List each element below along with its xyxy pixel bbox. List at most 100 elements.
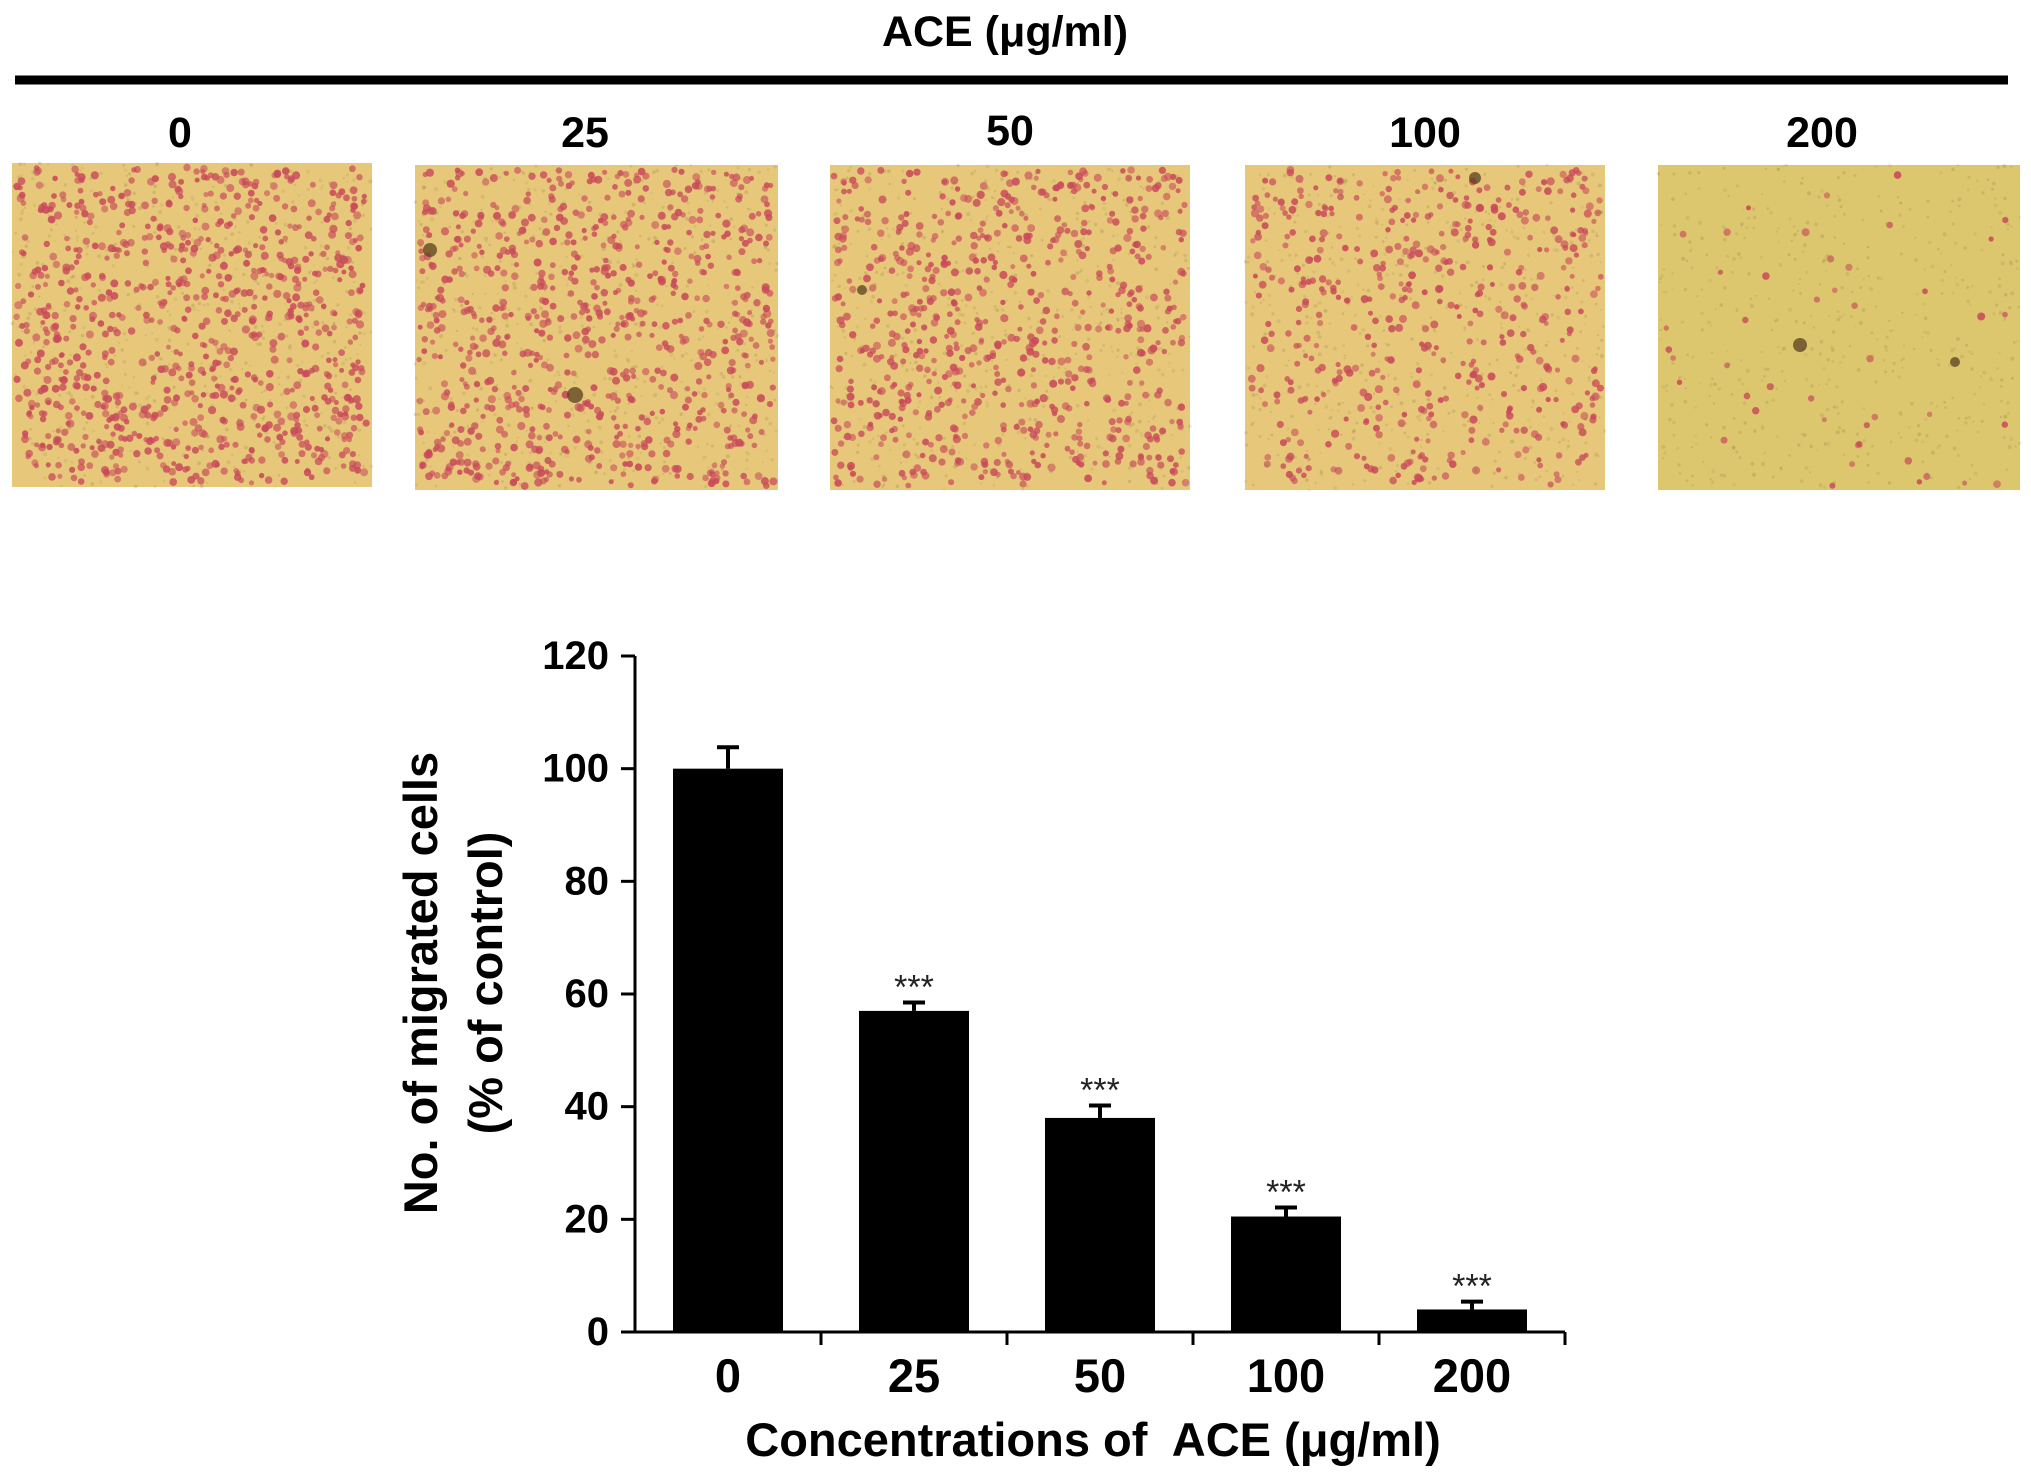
membrane-pore <box>680 354 685 358</box>
membrane-pore <box>1130 463 1133 467</box>
membrane-pore <box>17 272 22 277</box>
membrane-pore <box>773 164 778 169</box>
membrane-pore <box>167 326 172 331</box>
stained-cell <box>707 262 714 269</box>
stained-cell <box>663 436 671 444</box>
stained-cell <box>102 354 108 360</box>
stained-cell <box>47 215 56 224</box>
stained-cell <box>976 190 985 199</box>
membrane-pore <box>865 264 869 268</box>
stained-cell <box>1286 214 1292 220</box>
membrane-pore <box>549 212 553 216</box>
membrane-pore <box>1409 452 1413 456</box>
stained-cell <box>703 358 712 367</box>
membrane-pore <box>1662 268 1666 271</box>
stained-cell <box>764 201 770 208</box>
membrane-pore <box>1380 207 1385 211</box>
stained-cell <box>758 429 765 435</box>
stained-cell <box>161 247 167 254</box>
stained-cell <box>574 403 583 412</box>
membrane-pore <box>1538 475 1542 479</box>
stained-cell <box>1000 377 1007 383</box>
stained-cell <box>1376 271 1382 277</box>
stained-cell <box>253 197 260 204</box>
membrane-pore <box>348 227 353 231</box>
stained-cell <box>994 378 1002 387</box>
stained-cell <box>326 357 332 364</box>
stained-cell <box>1019 472 1028 481</box>
membrane-pore <box>79 372 84 376</box>
membrane-pore <box>860 344 864 349</box>
stained-cell <box>1462 235 1469 242</box>
stained-cell <box>425 168 434 177</box>
membrane-pore <box>22 254 26 259</box>
membrane-pore <box>1337 402 1342 406</box>
stained-cell <box>463 235 471 243</box>
stained-cell <box>1581 175 1588 182</box>
membrane-pore <box>1514 373 1518 378</box>
stained-cell <box>99 198 107 206</box>
stained-cell <box>1078 177 1084 183</box>
membrane-pore <box>634 322 638 326</box>
membrane-pore <box>153 230 157 234</box>
stained-cell <box>518 395 525 403</box>
stained-cell <box>635 443 641 450</box>
membrane-pore <box>1328 417 1331 420</box>
membrane-pore <box>1753 215 1757 220</box>
membrane-pore <box>1464 167 1469 171</box>
stained-cell <box>579 309 586 316</box>
stained-cell <box>296 224 302 230</box>
stained-cell <box>961 432 969 440</box>
membrane-pore <box>1595 232 1598 235</box>
membrane-pore <box>1369 405 1373 410</box>
membrane-pore <box>439 206 442 209</box>
membrane-pore <box>1445 306 1448 309</box>
stained-cell <box>479 317 485 324</box>
membrane-pore <box>863 317 867 321</box>
membrane-pore <box>711 200 714 203</box>
membrane-pore <box>160 357 163 361</box>
stained-cell <box>491 385 499 393</box>
membrane-pore <box>19 262 23 266</box>
stained-cell <box>1396 258 1404 266</box>
membrane-pore <box>490 330 495 334</box>
membrane-pore <box>458 257 462 261</box>
membrane-pore <box>1433 181 1437 186</box>
stained-cell <box>1251 204 1258 211</box>
membrane-pore <box>719 372 723 376</box>
stained-cell <box>293 266 302 274</box>
membrane-pore <box>731 409 734 411</box>
stained-cell <box>239 401 247 409</box>
membrane-pore <box>1252 345 1256 349</box>
stained-cell <box>768 182 774 189</box>
stained-cell <box>1175 188 1181 194</box>
membrane-pore <box>18 162 23 166</box>
stained-cell <box>695 378 703 385</box>
membrane-pore <box>897 196 901 200</box>
stained-cell <box>511 472 517 478</box>
stained-cell <box>734 285 741 291</box>
membrane-pore <box>108 315 111 318</box>
stained-cell <box>1743 392 1751 400</box>
stained-cell <box>651 321 658 328</box>
stained-cell <box>1265 266 1272 273</box>
stained-cell <box>1288 205 1297 214</box>
membrane-pore <box>1358 332 1362 335</box>
stained-cell <box>494 205 500 211</box>
membrane-pore <box>1268 304 1271 307</box>
stained-cell <box>66 419 75 428</box>
stained-cell <box>843 420 852 429</box>
membrane-pore <box>362 311 367 315</box>
membrane-pore <box>463 271 467 275</box>
membrane-pore <box>748 207 752 211</box>
stained-cell <box>919 452 926 459</box>
membrane-pore <box>627 483 630 486</box>
stained-cell <box>1074 324 1082 332</box>
stained-cell <box>275 272 283 280</box>
stained-cell <box>266 283 273 290</box>
membrane-pore <box>612 478 615 481</box>
stained-cell <box>260 251 269 260</box>
stained-cell <box>619 263 627 272</box>
stained-cell <box>1361 455 1367 461</box>
membrane-pore <box>1265 375 1269 378</box>
